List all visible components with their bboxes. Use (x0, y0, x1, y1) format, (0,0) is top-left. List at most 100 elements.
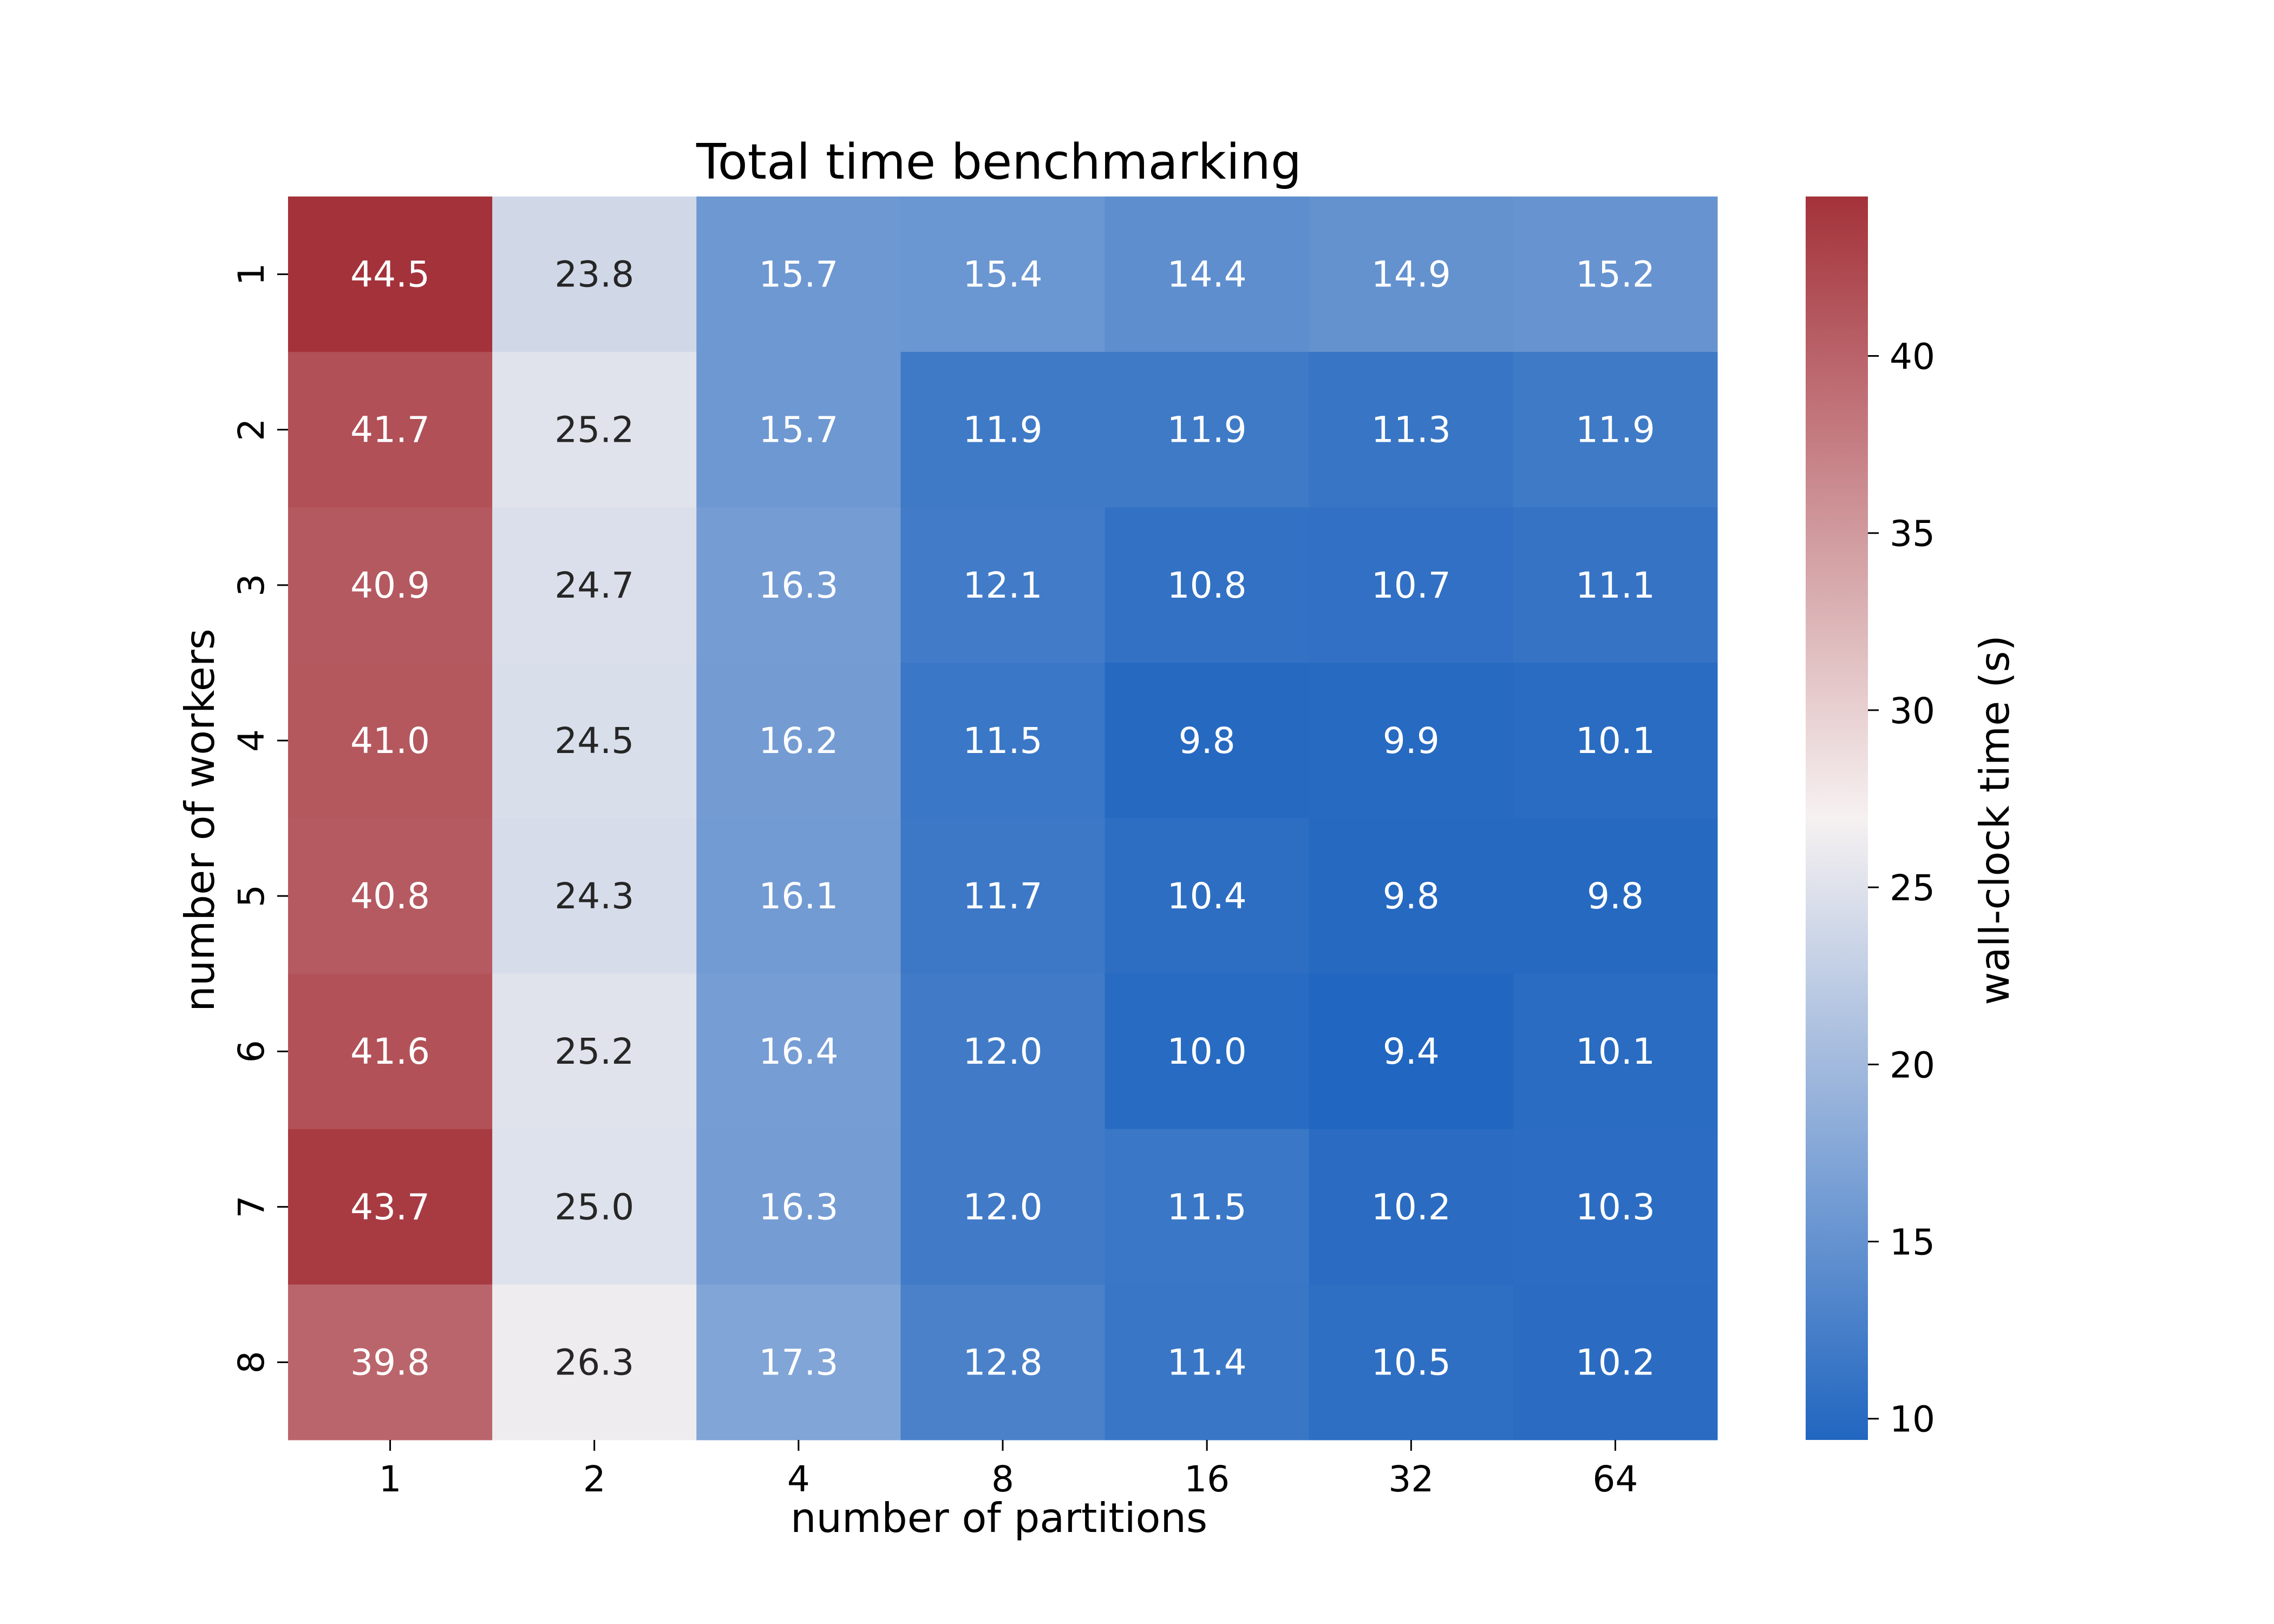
heatmap-cell (696, 818, 901, 974)
cell-value-label: 11.1 (1576, 565, 1655, 606)
heatmap-cell (1309, 1284, 1514, 1440)
heatmap-cells: 44.5 23.8 15.7 15.4 14.4 14.9 15.2 41.7 25.2 15.7… (288, 197, 1718, 1440)
heatmap-cell (900, 197, 1106, 352)
heatmap-cell (1309, 973, 1514, 1130)
cell-value-label: 12.0 (963, 1186, 1043, 1228)
cell-value-label: 10.8 (1167, 565, 1247, 606)
x-tick-label: 64 (1592, 1458, 1638, 1500)
cell-value-label: 40.8 (350, 875, 430, 917)
cell-value-label: 41.7 (350, 409, 430, 451)
heatmap-cell (900, 1129, 1106, 1285)
cell-value-label: 16.4 (759, 1031, 838, 1072)
cell-value-label: 15.7 (759, 254, 838, 296)
heatmap-cell (288, 507, 493, 663)
cell-value-label: 23.8 (554, 254, 634, 296)
x-axis-label: number of partitions (790, 1494, 1207, 1542)
heatmap-cell (1513, 197, 1718, 352)
cell-value-label: 24.7 (554, 565, 634, 606)
cell-value-label: 15.7 (759, 409, 838, 451)
cell-value-label: 10.3 (1576, 1186, 1655, 1228)
x-tick-label: 32 (1388, 1458, 1434, 1500)
heatmap-cell (492, 1129, 697, 1285)
heatmap-cell (288, 973, 493, 1130)
cell-value-label: 10.1 (1576, 720, 1655, 762)
colorbar-tick-label: 10 (1890, 1399, 1935, 1440)
cell-value-label: 11.4 (1167, 1341, 1247, 1383)
colorbar-tick-label: 25 (1890, 867, 1935, 909)
heatmap-cell (492, 507, 697, 663)
cell-value-label: 40.9 (350, 565, 430, 606)
colorbar-tick-label: 20 (1890, 1044, 1935, 1086)
heatmap-cell (696, 507, 901, 663)
cell-value-label: 25.2 (554, 409, 634, 451)
y-axis: 1 2 3 4 5 6 7 8 (231, 263, 288, 1373)
cell-value-label: 10.5 (1371, 1341, 1451, 1383)
cell-value-label: 10.2 (1371, 1186, 1451, 1228)
heatmap-cell (1105, 663, 1310, 818)
colorbar-tick-label: 15 (1890, 1222, 1935, 1263)
cell-value-label: 12.8 (963, 1341, 1043, 1383)
heatmap-cell (1309, 507, 1514, 663)
cell-value-label: 11.7 (963, 875, 1043, 917)
cell-value-label: 9.8 (1587, 875, 1644, 917)
cell-value-label: 9.4 (1383, 1031, 1440, 1072)
cell-value-label: 11.9 (963, 409, 1043, 451)
y-tick-label: 2 (231, 418, 272, 441)
cell-value-label: 16.3 (759, 565, 838, 606)
cell-value-label: 9.8 (1179, 720, 1236, 762)
heatmap-cell (492, 663, 697, 818)
cell-value-label: 10.7 (1371, 565, 1451, 606)
heatmap-cell (1309, 197, 1514, 352)
heatmap-cell (900, 1284, 1106, 1440)
cell-value-label: 11.9 (1167, 409, 1247, 451)
heatmap-cell (1513, 1284, 1718, 1440)
cell-value-label: 15.2 (1576, 254, 1655, 296)
cell-value-label: 41.6 (350, 1031, 430, 1072)
colorbar-tick-label: 40 (1890, 336, 1935, 377)
cell-value-label: 10.0 (1167, 1031, 1247, 1072)
cell-value-label: 14.9 (1371, 254, 1451, 296)
cell-value-label: 11.3 (1371, 409, 1451, 451)
heatmap-cell (492, 352, 697, 508)
cell-value-label: 9.8 (1383, 875, 1440, 917)
cell-value-label: 9.9 (1383, 720, 1440, 762)
heatmap-cell (900, 663, 1106, 818)
heatmap-cell (900, 507, 1106, 663)
heatmap-cell (1309, 1129, 1514, 1285)
cell-value-label: 16.1 (759, 875, 838, 917)
cell-value-label: 11.5 (1167, 1186, 1247, 1228)
y-tick-label: 1 (231, 263, 272, 286)
cell-value-label: 11.9 (1576, 409, 1655, 451)
x-tick-label: 1 (379, 1458, 402, 1500)
x-tick-label: 16 (1184, 1458, 1230, 1500)
colorbar (1806, 197, 1868, 1440)
cell-value-label: 15.4 (963, 254, 1043, 296)
heatmap-cell (492, 973, 697, 1130)
cell-value-label: 11.5 (963, 720, 1043, 762)
cell-value-label: 14.4 (1167, 254, 1247, 296)
heatmap-cell (492, 197, 697, 352)
heatmap-cell (900, 352, 1106, 508)
y-tick-label: 7 (231, 1195, 272, 1218)
heatmap-cell (1105, 818, 1310, 974)
heatmap-cell (492, 818, 697, 974)
cell-value-label: 10.4 (1167, 875, 1247, 917)
cell-value-label: 43.7 (350, 1186, 430, 1228)
heatmap-cell (1309, 663, 1514, 818)
x-tick-label: 8 (991, 1458, 1014, 1500)
heatmap-cell (696, 1129, 901, 1285)
heatmap-cell (696, 352, 901, 508)
colorbar-tick-label: 35 (1890, 513, 1935, 555)
heatmap-cell (1513, 818, 1718, 974)
heatmap-cell (288, 663, 493, 818)
y-axis-label: number of workers (176, 628, 224, 1012)
cell-value-label: 12.1 (963, 565, 1043, 606)
heatmap-cell (1105, 1129, 1310, 1285)
heatmap-cell (288, 1129, 493, 1285)
x-tick-label: 4 (787, 1458, 810, 1500)
y-tick-label: 5 (231, 885, 272, 907)
cell-value-label: 10.1 (1576, 1031, 1655, 1072)
cell-value-label: 17.3 (759, 1341, 838, 1383)
heatmap-cell (288, 1284, 493, 1440)
